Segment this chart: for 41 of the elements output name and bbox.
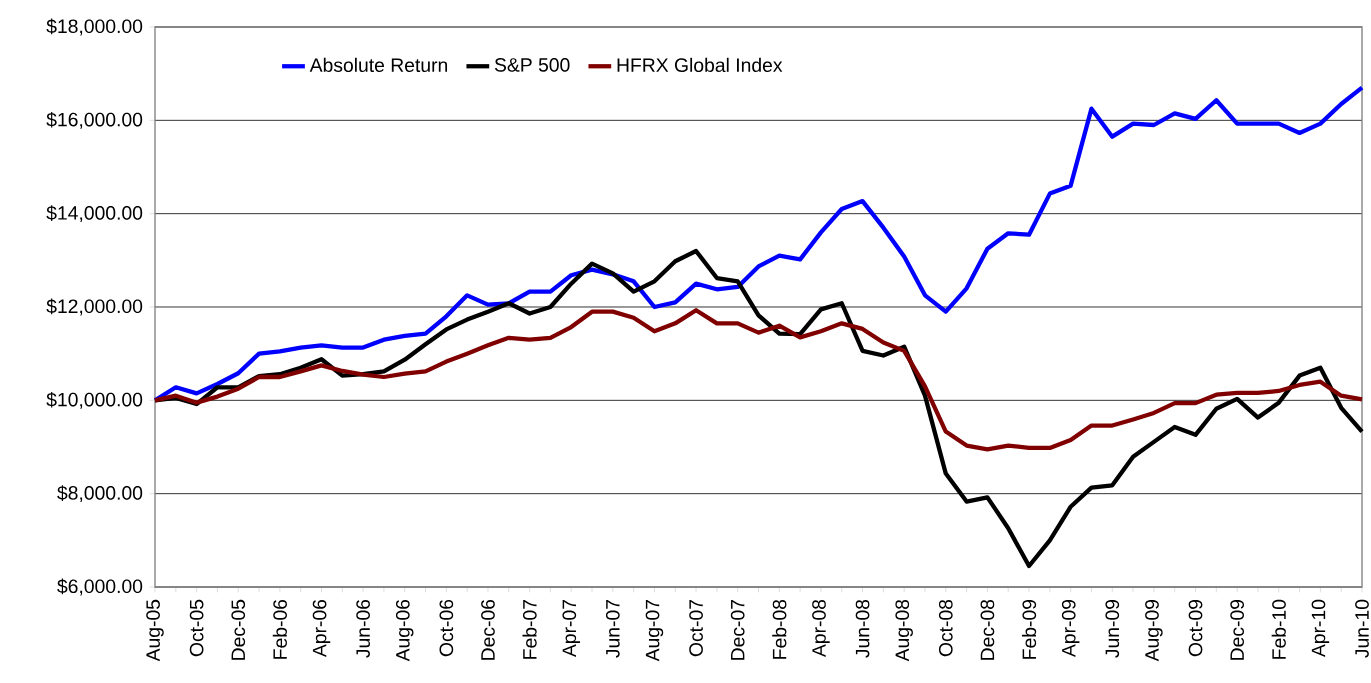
y-tick-label: $10,000.00 [46,391,143,409]
x-tick-label: Feb-10 [1271,599,1286,659]
x-tick-label: Dec-09 [1230,599,1244,660]
x-tick-label: Apr-07 [562,600,580,658]
x-tick-label: Feb-06 [272,599,287,659]
x-tick-label: Oct-09 [1188,599,1203,657]
y-tick-label: $6,000.00 [57,578,143,596]
x-tick-label: Apr-06 [312,599,331,658]
y-tick-label: $8,000.00 [57,485,143,503]
legend-label: Absolute Return [309,57,448,72]
x-tick-label: Apr-08 [812,599,830,658]
x-tick-label: Aug-07 [645,600,664,662]
line-series [152,308,1365,452]
x-tick-label: Aug-06 [395,599,414,662]
x-tick-label: Dec-05 [231,599,246,660]
x-tick-label: Jun-09 [1105,599,1120,658]
x-tick-label: Dec-06 [481,599,495,660]
x-tick-label: Oct-08 [938,599,953,657]
y-tick-label: $16,000.00 [46,111,143,129]
x-tick-label: Aug-05 [146,599,164,662]
x-tick-label: Dec-07 [730,600,745,660]
x-tick-label: Apr-09 [1061,599,1080,658]
x-tick-label: Feb-09 [1021,599,1037,659]
x-tick-label: Oct-05 [189,599,204,657]
legend-label: S&P 500 [494,58,570,72]
x-tick-label: Feb-07 [522,600,537,659]
x-tick-label: Feb-08 [772,599,787,659]
x-tick-label: Aug-08 [895,599,913,662]
x-tick-label: Oct-06 [439,599,454,657]
x-tick-label: Jun-10 [1355,599,1369,658]
y-tick-label: $12,000.00 [46,298,143,316]
legend-label: HFRX Global Index [617,57,783,72]
y-tick-label: $14,000.00 [46,205,143,223]
x-tick-label: Dec-08 [980,599,995,660]
x-tick-label: Jun-06 [356,599,370,658]
x-tick-label: Jun-07 [605,600,620,658]
y-tick-label: $18,000.00 [46,18,143,36]
x-tick-label: Apr-10 [1311,599,1330,658]
x-tick-label: Jun-08 [855,599,870,658]
x-tick-label: Oct-07 [689,600,703,657]
x-tick-label: Aug-09 [1145,599,1163,662]
